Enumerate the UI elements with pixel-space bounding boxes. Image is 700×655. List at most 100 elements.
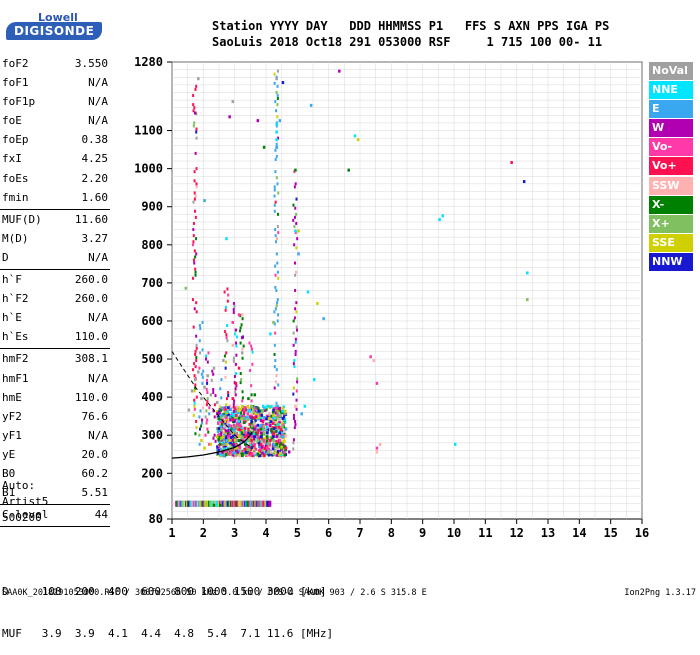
echo-point [224,453,228,457]
echo-point [205,387,208,391]
echo-point [292,441,295,445]
series-point-xminus [294,168,297,172]
echo-point [273,386,276,390]
echo-point [195,167,198,171]
echo-point [212,391,215,395]
echo-point [236,335,239,339]
series-point-voplus [247,427,250,431]
series-point-w [287,450,291,454]
echo-point [243,426,246,430]
echo-point [233,433,236,437]
series-point-xminus [253,393,256,397]
echo-point [239,449,242,453]
echo-point [228,415,232,419]
series-point-e [322,317,325,321]
echo-point [276,182,279,186]
echo-point [257,428,260,432]
param-name: fmin [2,190,29,204]
echo-point [193,179,196,183]
series-point-noval [212,366,216,370]
echo-point [220,431,223,435]
x-tick-label: 14 [572,526,586,540]
echo-point [192,93,195,97]
echo-point [273,322,276,326]
echo-point [274,285,277,289]
echo-point [294,340,297,344]
series-point-nnw [259,435,263,439]
echo-point [200,424,203,428]
echo-point [284,448,287,452]
echo-point [262,424,265,428]
series-point-w [269,423,272,427]
echo-point [262,443,265,447]
param-value: 110.0 [74,330,108,344]
echo-point [235,353,238,357]
echo-point [265,439,269,443]
param-row: yF1 N/A [0,427,110,446]
echo-point [275,288,278,292]
echo-point [241,408,244,412]
scaled-parameters-panel: foF2 3.550 foF1 N/A foF1p N/A foE N/A foEp 0.38 fx… [0,55,110,528]
echo-point [221,413,224,417]
echo-point [293,365,296,369]
echo-point [276,84,279,88]
series-point-vominus [237,423,241,427]
echo-point [293,359,296,363]
echo-point [275,121,278,125]
echo-point [192,200,195,204]
param-row: yF2 76.6 [0,408,110,427]
echo-point [235,453,238,457]
echo-point [273,209,276,213]
echo-point [274,359,277,363]
echo-point [206,427,209,431]
echo-point [273,194,276,198]
echo-point [277,313,280,317]
echo-point [192,258,195,262]
series-point-e [284,427,288,431]
series-point-sse [209,442,213,446]
param-value: 2.20 [81,171,109,185]
echo-point [276,270,279,274]
series-point-vominus [237,313,241,317]
echo-point [296,377,299,381]
echo-point [276,298,279,302]
param-row: foEp 0.38 [0,131,110,150]
echo-point [205,354,208,358]
echo-point [194,151,197,155]
series-point-sse [203,446,206,450]
echo-point [192,228,195,232]
echo-point [293,170,296,174]
echo-point [274,331,277,335]
echo-point [224,435,228,439]
echo-point [226,407,230,411]
echo-point [237,428,240,432]
echo-point [246,415,250,419]
echo-point [267,421,271,425]
echo-point [250,399,253,403]
echo-point [264,417,268,421]
echo-point [241,433,244,437]
echo-point [205,403,208,407]
echo-point [193,362,196,366]
logo-lowell: Lowell [38,11,78,24]
series-point-xplus [526,298,529,302]
echo-point [274,157,277,161]
echo-point [244,415,248,419]
echo-point [201,348,204,352]
echo-point [278,444,282,448]
series-point-nne [438,218,441,222]
echo-point [276,407,280,411]
echo-point [243,447,247,451]
echo-point [292,343,295,347]
echo-point [193,106,196,110]
echo-point [274,228,277,232]
echo-point [283,429,286,433]
echo-point [195,395,198,399]
header-values: SaoLuis 2018 Oct18 291 053000 RSF 1 715 … [212,35,603,49]
echo-point [220,396,223,400]
echo-point [258,445,261,449]
echo-point [220,422,224,426]
echo-point [229,452,233,456]
echo-point [241,416,245,420]
echo-point [216,445,219,449]
